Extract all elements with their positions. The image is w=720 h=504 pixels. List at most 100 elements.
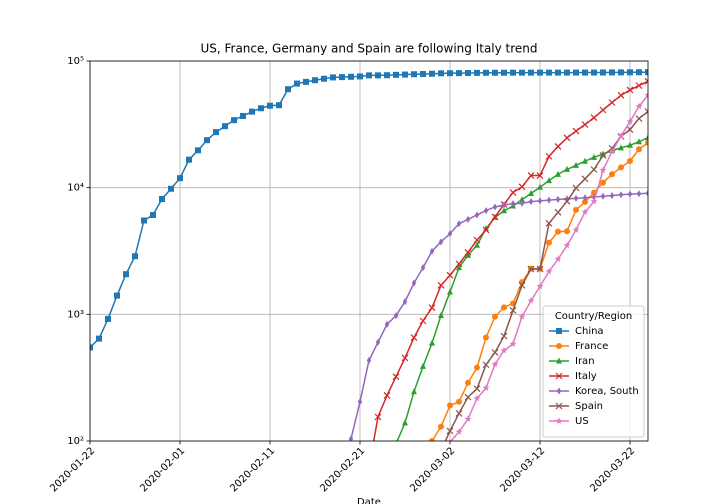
marker — [537, 197, 543, 205]
marker — [285, 86, 291, 93]
marker — [483, 225, 489, 232]
marker — [608, 147, 616, 155]
marker — [635, 115, 643, 122]
marker — [563, 197, 571, 205]
marker — [482, 361, 490, 369]
marker — [492, 203, 498, 211]
marker — [464, 393, 472, 401]
marker — [402, 419, 408, 426]
marker — [437, 281, 445, 289]
marker — [482, 384, 490, 391]
marker — [546, 177, 552, 184]
marker — [276, 102, 282, 109]
marker — [456, 264, 462, 271]
axes-frame — [89, 60, 649, 442]
marker — [419, 317, 427, 325]
legend-label: China — [575, 326, 604, 337]
plot-area — [90, 69, 648, 441]
marker — [618, 191, 624, 199]
marker — [231, 117, 237, 124]
marker — [447, 402, 453, 409]
marker — [644, 77, 648, 85]
marker — [636, 190, 642, 198]
marker — [411, 388, 417, 395]
marker — [644, 91, 648, 99]
marker — [195, 147, 201, 154]
marker — [482, 226, 490, 234]
marker — [500, 346, 508, 354]
marker — [591, 153, 597, 160]
marker — [447, 230, 453, 238]
marker — [645, 69, 648, 76]
marker — [536, 282, 544, 290]
marker — [581, 208, 589, 215]
marker — [177, 175, 183, 182]
marker — [456, 398, 462, 405]
marker — [222, 123, 228, 130]
marker — [420, 362, 426, 369]
marker — [510, 200, 516, 208]
marker — [123, 271, 129, 278]
marker — [249, 108, 255, 115]
marker — [563, 241, 571, 249]
legend: Country/Region China France Iran Italy Korea,… — [542, 305, 645, 438]
marker — [375, 338, 381, 346]
marker — [617, 132, 625, 139]
y-tick-label: 10² — [67, 436, 84, 447]
marker — [527, 297, 535, 304]
marker — [627, 157, 633, 164]
marker — [446, 271, 454, 279]
marker — [330, 74, 336, 81]
marker — [339, 74, 345, 81]
marker — [545, 219, 553, 227]
marker — [401, 354, 409, 362]
marker — [564, 165, 570, 172]
marker — [590, 114, 598, 122]
marker — [105, 315, 111, 322]
marker — [168, 185, 174, 192]
marker — [590, 197, 598, 205]
marker — [618, 144, 624, 151]
marker — [572, 184, 580, 192]
marker — [546, 239, 552, 246]
marker — [627, 190, 633, 198]
y-tick-label: 10⁵ — [67, 56, 84, 67]
marker — [645, 189, 648, 197]
marker — [618, 164, 624, 171]
marker — [599, 152, 607, 159]
marker — [555, 417, 563, 424]
marker — [501, 201, 507, 209]
marker — [455, 260, 463, 268]
marker — [581, 175, 589, 183]
marker — [545, 267, 553, 275]
marker — [366, 72, 372, 79]
marker — [573, 161, 579, 168]
marker — [446, 427, 454, 435]
marker — [447, 288, 453, 295]
marker — [114, 292, 120, 299]
marker — [357, 73, 363, 80]
marker — [294, 80, 300, 87]
marker — [491, 349, 499, 356]
marker — [465, 251, 471, 258]
marker — [564, 228, 570, 235]
marker — [572, 127, 580, 135]
marker — [618, 69, 624, 76]
marker — [465, 215, 471, 223]
marker — [492, 313, 498, 320]
marker — [473, 394, 481, 402]
marker — [555, 69, 561, 76]
marker — [519, 69, 525, 76]
marker — [90, 344, 93, 351]
marker — [375, 72, 381, 79]
legend-title: Country/Region — [555, 311, 632, 322]
marker — [617, 91, 625, 99]
marker — [446, 438, 454, 441]
marker — [491, 360, 499, 368]
series-line — [444, 110, 648, 441]
marker — [456, 70, 462, 77]
marker — [608, 99, 616, 106]
marker — [258, 105, 264, 112]
marker — [573, 206, 579, 213]
marker — [573, 194, 579, 202]
